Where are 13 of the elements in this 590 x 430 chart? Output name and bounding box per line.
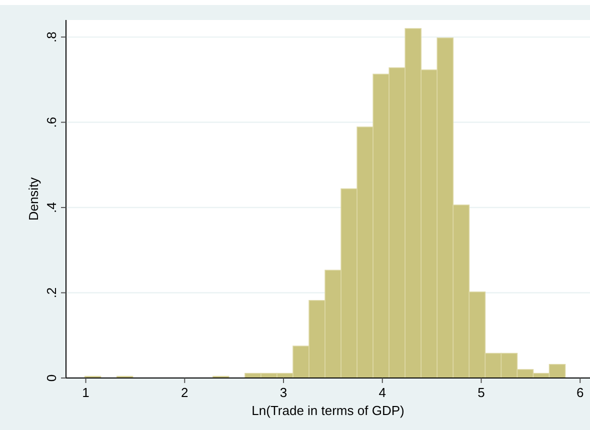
y-tick-label: 0 bbox=[44, 374, 59, 382]
y-tick-label: .2 bbox=[44, 287, 59, 298]
y-axis-title: Density bbox=[26, 176, 41, 221]
y-tick-label: .6 bbox=[44, 116, 59, 128]
x-tick-label: 5 bbox=[478, 385, 485, 400]
y-tick-label: .4 bbox=[44, 202, 59, 213]
y-tick-label: .8 bbox=[44, 32, 59, 42]
x-tick-label: 4 bbox=[378, 385, 386, 400]
x-tick-label: 6 bbox=[576, 385, 584, 400]
x-tick-label: 2 bbox=[181, 385, 188, 400]
x-tick-label: 1 bbox=[82, 385, 90, 400]
x-tick-label: 3 bbox=[280, 385, 288, 400]
x-axis-title: Ln(Trade in terms of GDP) bbox=[252, 403, 404, 418]
